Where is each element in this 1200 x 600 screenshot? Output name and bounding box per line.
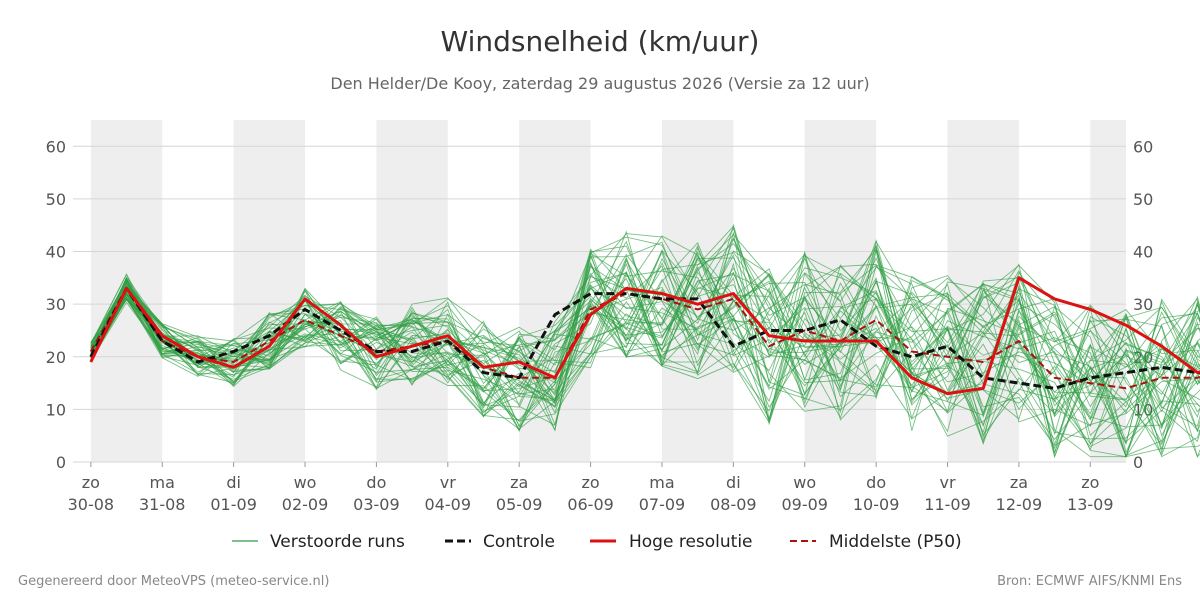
ensemble-member-25 xyxy=(90,239,1200,434)
y-tick-right-0: 0 xyxy=(1133,453,1143,472)
ensemble-member-19 xyxy=(90,236,1200,441)
x-tick-date-4: 03-09 xyxy=(353,495,400,514)
ensemble-member-10 xyxy=(90,237,1200,440)
x-tick-date-7: 06-09 xyxy=(567,495,614,514)
legend-label-verstoorde-runs: Verstoorde runs xyxy=(270,532,405,552)
x-tick-date-13: 12-09 xyxy=(996,495,1043,514)
ensemble-member-8 xyxy=(90,250,1200,446)
x-tick-date-5: 04-09 xyxy=(425,495,472,514)
legend-label-middelste: Middelste (P50) xyxy=(829,532,962,552)
x-tick-day-4: do xyxy=(366,473,386,492)
x-tick-day-7: zo xyxy=(581,473,599,492)
x-tick-date-14: 13-09 xyxy=(1067,495,1114,514)
x-tick-date-9: 08-09 xyxy=(710,495,757,514)
x-tick-day-14: zo xyxy=(1081,473,1099,492)
x-tick-day-10: wo xyxy=(793,473,816,492)
chart-subtitle: Den Helder/De Kooy, zaterdag 29 augustus… xyxy=(330,74,869,93)
ensemble-member-12 xyxy=(90,235,1200,421)
x-tick-date-6: 05-09 xyxy=(496,495,543,514)
y-tick-right-60: 60 xyxy=(1133,137,1153,156)
ensemble-member-23 xyxy=(90,244,1200,446)
y-tick-left-40: 40 xyxy=(46,243,66,262)
x-tick-day-1: ma xyxy=(150,473,175,492)
y-tick-left-60: 60 xyxy=(46,137,66,156)
x-tick-date-2: 01-09 xyxy=(210,495,257,514)
x-tick-day-2: di xyxy=(226,473,241,492)
x-tick-date-10: 09-09 xyxy=(781,495,828,514)
main-series-lines xyxy=(89,276,1200,396)
x-tick-day-12: vr xyxy=(940,473,956,492)
ensemble-member-29 xyxy=(90,286,1200,429)
ensemble-member-31 xyxy=(90,234,1200,430)
x-tick-day-5: vr xyxy=(440,473,456,492)
legend-label-controle: Controle xyxy=(483,532,555,552)
y-tick-left-50: 50 xyxy=(46,190,66,209)
x-tick-day-6: za xyxy=(510,473,528,492)
y-tick-left-10: 10 xyxy=(46,400,66,419)
ensemble-lines xyxy=(90,223,1200,459)
x-tick-day-8: ma xyxy=(649,473,674,492)
ensemble-member-45 xyxy=(90,255,1200,428)
x-tick-date-3: 02-09 xyxy=(282,495,329,514)
footer-generated-by: Gegenereerd door MeteoVPS (meteo-service… xyxy=(18,574,329,589)
legend: Verstoorde runs Controle Hoge resolutie … xyxy=(232,532,962,552)
series-line-hoge-resolutie xyxy=(89,276,1200,396)
ensemble-member-24 xyxy=(90,256,1200,458)
y-tick-right-30: 30 xyxy=(1133,295,1153,314)
ensemble-member-32 xyxy=(90,278,1200,459)
x-tick-date-0: 30-08 xyxy=(68,495,115,514)
legend-label-hoge-resolutie: Hoge resolutie xyxy=(629,532,753,552)
y-tick-left-30: 30 xyxy=(46,295,66,314)
x-tick-date-1: 31-08 xyxy=(139,495,186,514)
footer-source: Bron: ECMWF AIFS/KNMI Ens xyxy=(997,574,1182,589)
ensemble-member-47 xyxy=(90,251,1200,454)
ensemble-member-48 xyxy=(90,227,1200,428)
ensemble-member-39 xyxy=(90,249,1200,454)
x-tick-day-13: za xyxy=(1010,473,1028,492)
ensemble-member-46 xyxy=(90,262,1200,442)
ensemble-member-38 xyxy=(90,248,1200,431)
series-line-controle xyxy=(89,286,1200,390)
y-tick-right-50: 50 xyxy=(1133,190,1153,209)
day-band-2 xyxy=(233,120,306,462)
x-tick-day-3: wo xyxy=(294,473,317,492)
y-tick-left-20: 20 xyxy=(46,348,66,367)
day-band-8 xyxy=(661,120,734,462)
ensemble-member-44 xyxy=(90,245,1200,454)
y-tick-right-40: 40 xyxy=(1133,243,1153,262)
series-line-middelste-p50 xyxy=(89,287,1200,390)
day-band-4 xyxy=(376,120,448,462)
x-tick-date-8: 07-09 xyxy=(639,495,686,514)
chart-title: Windsnelheid (km/uur) xyxy=(441,25,760,58)
ensemble-member-33 xyxy=(90,225,1200,428)
ensemble-member-49 xyxy=(90,262,1200,451)
x-axis: zo 30-08 ma 31-08 di 01-09 wo 02-09 do 03-09 vr 04-… xyxy=(68,462,1114,514)
x-tick-date-11: 10-09 xyxy=(853,495,900,514)
ensemble-member-50 xyxy=(90,223,1200,420)
x-tick-day-11: do xyxy=(866,473,886,492)
ensemble-member-36 xyxy=(90,247,1200,446)
x-tick-date-12: 11-09 xyxy=(924,495,971,514)
x-tick-day-9: di xyxy=(726,473,741,492)
x-tick-day-0: zo xyxy=(82,473,100,492)
ensemble-member-30 xyxy=(90,249,1200,448)
y-tick-left-0: 0 xyxy=(56,453,66,472)
y-axis-left: 0 10 20 30 40 50 60 xyxy=(46,137,66,472)
ensemble-member-27 xyxy=(90,255,1200,439)
